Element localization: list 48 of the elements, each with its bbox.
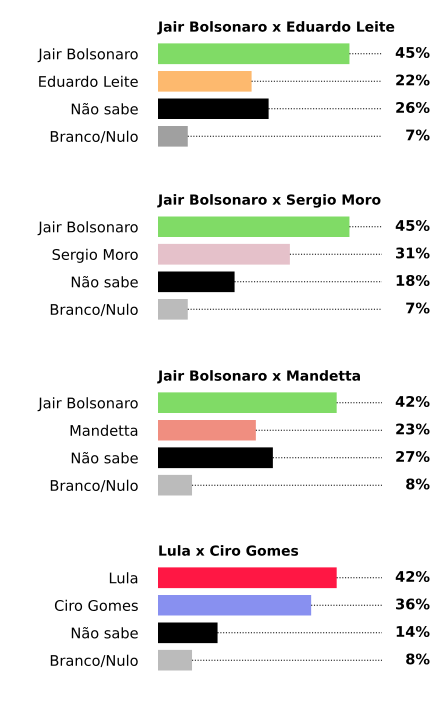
y-tick-label: Mandetta — [70, 424, 138, 436]
y-tick-label: Não sabe — [72, 452, 138, 464]
chart-title: Jair Bolsonaro x Sergio Moro — [157, 194, 380, 208]
bar — [158, 43, 350, 64]
data-label: 31% — [396, 247, 430, 258]
y-tick-label: Não sabe — [72, 102, 138, 114]
data-label: 26% — [396, 102, 430, 113]
bar — [158, 70, 252, 92]
bar — [158, 244, 290, 265]
y-tick-label: Não sabe — [72, 276, 138, 288]
y-tick-label: Branco/Nulo — [50, 130, 138, 144]
y-tick-label: Eduardo Leite — [39, 76, 138, 87]
data-label: 7% — [406, 302, 430, 314]
data-label: 36% — [396, 598, 430, 610]
bar — [158, 650, 192, 671]
data-label: 42% — [396, 396, 430, 407]
y-tick-label: Sergio Moro — [52, 248, 138, 263]
bar — [158, 216, 350, 238]
y-tick-label: Branco/Nulo — [50, 654, 138, 668]
bar — [158, 392, 337, 414]
data-label: 45% — [396, 220, 430, 231]
y-tick-label: Lula — [110, 572, 138, 584]
data-label: 8% — [406, 653, 430, 664]
chart-title: Jair Bolsonaro x Eduardo Leite — [157, 21, 394, 34]
y-tick-label: Branco/Nulo — [50, 304, 138, 316]
y-tick-label: Não sabe — [72, 626, 138, 638]
data-label: 23% — [396, 423, 430, 434]
chart-title: Jair Bolsonaro x Mandetta — [157, 370, 360, 384]
bar — [158, 126, 188, 147]
bar — [158, 298, 188, 320]
bar — [158, 474, 192, 496]
data-label: 14% — [396, 626, 430, 637]
y-tick-label: Jair Bolsonaro — [38, 221, 138, 236]
bar — [158, 420, 256, 441]
bar — [158, 567, 337, 588]
y-tick-label: Jair Bolsonaro — [38, 397, 138, 412]
data-label: 8% — [406, 478, 430, 490]
data-label: 27% — [396, 450, 430, 462]
chart-title: Lula x Ciro Gomes — [159, 545, 298, 556]
y-tick-label: Branco/Nulo — [50, 480, 138, 492]
data-label: 45% — [396, 46, 430, 58]
bar — [158, 594, 312, 616]
y-tick-label: Jair Bolsonaro — [38, 48, 138, 62]
data-label: 42% — [396, 570, 430, 582]
data-label: 18% — [396, 274, 430, 286]
data-label: 22% — [396, 74, 430, 86]
y-tick-label: Ciro Gomes — [54, 600, 138, 611]
data-label: 7% — [406, 129, 430, 140]
